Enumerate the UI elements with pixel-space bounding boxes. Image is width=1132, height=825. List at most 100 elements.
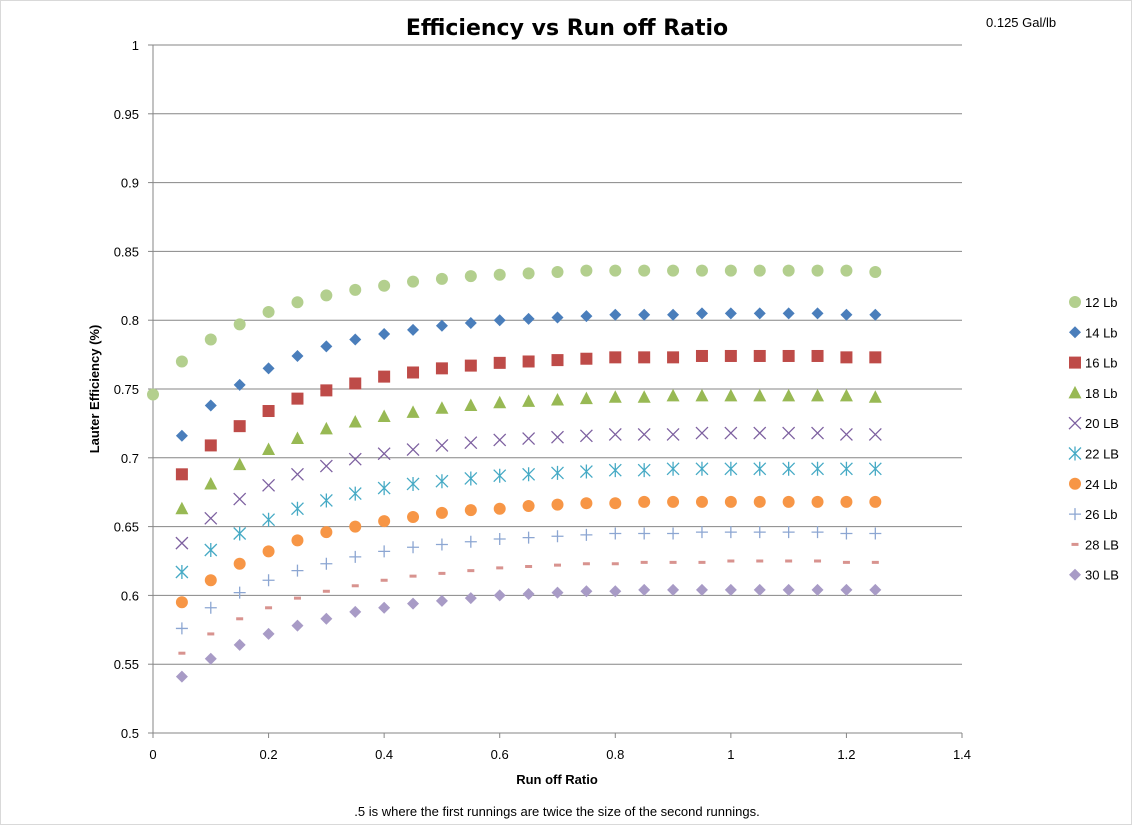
data-point	[637, 463, 651, 478]
data-point	[175, 429, 188, 442]
data-point	[464, 398, 478, 412]
legend-marker	[1069, 296, 1081, 308]
legend-label: 24 Lb	[1085, 477, 1118, 492]
data-point	[407, 597, 420, 610]
data-point	[522, 267, 535, 280]
data-point	[698, 560, 706, 564]
data-point	[814, 559, 822, 563]
data-point	[464, 436, 478, 450]
data-point	[666, 388, 680, 402]
data-point	[637, 427, 651, 441]
data-point	[464, 535, 477, 548]
data-point	[666, 461, 680, 476]
data-point	[493, 356, 506, 369]
y-tick-label: 0.85	[114, 244, 139, 259]
y-tick-label: 0.75	[114, 382, 139, 397]
data-point	[233, 318, 246, 331]
data-point	[233, 492, 247, 506]
data-point	[579, 464, 593, 479]
data-point	[811, 349, 824, 362]
y-tick-label: 0.95	[114, 107, 139, 122]
data-point	[233, 420, 246, 433]
data-point	[869, 527, 882, 540]
data-point	[638, 495, 651, 508]
data-point	[348, 415, 362, 428]
data-point	[407, 275, 420, 288]
data-point	[669, 560, 677, 564]
data-point	[609, 308, 622, 321]
data-point	[782, 526, 795, 539]
data-point	[175, 536, 189, 550]
legend-label: 16 Lb	[1085, 356, 1118, 371]
data-point	[175, 670, 188, 683]
legend-marker	[1069, 508, 1081, 521]
series-24-lb	[175, 495, 882, 609]
data-point	[435, 594, 448, 607]
data-point	[378, 327, 391, 340]
legend-item: 26 Lb	[1069, 507, 1118, 522]
data-point	[377, 409, 391, 423]
legend-marker	[1068, 446, 1082, 461]
data-point	[320, 289, 333, 302]
data-point	[175, 596, 188, 609]
data-point	[782, 426, 796, 440]
data-point	[640, 560, 648, 564]
data-point	[435, 362, 448, 375]
data-point	[262, 442, 276, 456]
data-point	[753, 307, 766, 320]
data-point	[233, 457, 247, 471]
data-point	[406, 443, 420, 457]
legend-label: 14 Lb	[1085, 325, 1118, 340]
legend-item: 24 Lb	[1069, 477, 1118, 492]
data-point	[493, 395, 507, 409]
data-point	[406, 476, 420, 491]
data-point	[291, 467, 304, 481]
data-point	[724, 583, 737, 596]
data-point	[695, 426, 709, 440]
legend-label: 30 LB	[1085, 568, 1119, 583]
data-point	[871, 560, 879, 564]
data-point	[204, 652, 217, 665]
data-point	[319, 493, 333, 508]
data-point	[464, 270, 477, 283]
data-point	[204, 542, 218, 557]
data-point	[839, 388, 853, 402]
data-point	[493, 433, 507, 447]
y-tick-label: 1	[132, 38, 139, 53]
legend-label: 28 LB	[1085, 537, 1119, 552]
data-point	[348, 452, 362, 466]
data-point	[233, 378, 246, 391]
data-point	[493, 532, 506, 545]
data-point	[811, 307, 824, 320]
data-point	[262, 305, 275, 318]
data-point	[695, 526, 708, 539]
data-point	[551, 530, 564, 543]
data-point	[609, 527, 622, 540]
data-point	[638, 264, 651, 277]
data-point	[493, 468, 507, 483]
data-point	[551, 354, 564, 367]
data-point	[204, 601, 217, 614]
data-point	[464, 359, 477, 372]
data-point	[380, 578, 388, 582]
data-point	[435, 319, 448, 332]
data-point	[378, 515, 391, 528]
data-point	[554, 563, 561, 567]
legend-item: 22 LB	[1068, 446, 1119, 462]
x-tick-label: 0	[149, 747, 156, 762]
data-point	[609, 585, 622, 598]
series-18-lb	[175, 388, 882, 515]
data-point	[291, 564, 304, 577]
data-point	[522, 588, 535, 601]
x-tick-label: 0.6	[491, 747, 509, 762]
data-point	[204, 574, 217, 587]
data-point	[811, 495, 824, 508]
data-point	[724, 264, 737, 277]
data-point	[667, 583, 680, 596]
data-point	[840, 351, 853, 364]
data-point	[291, 349, 304, 362]
data-point	[407, 366, 420, 379]
legend-label: 18 Lb	[1085, 386, 1118, 401]
series-22-lb	[175, 461, 882, 580]
series-30-lb	[175, 583, 882, 683]
